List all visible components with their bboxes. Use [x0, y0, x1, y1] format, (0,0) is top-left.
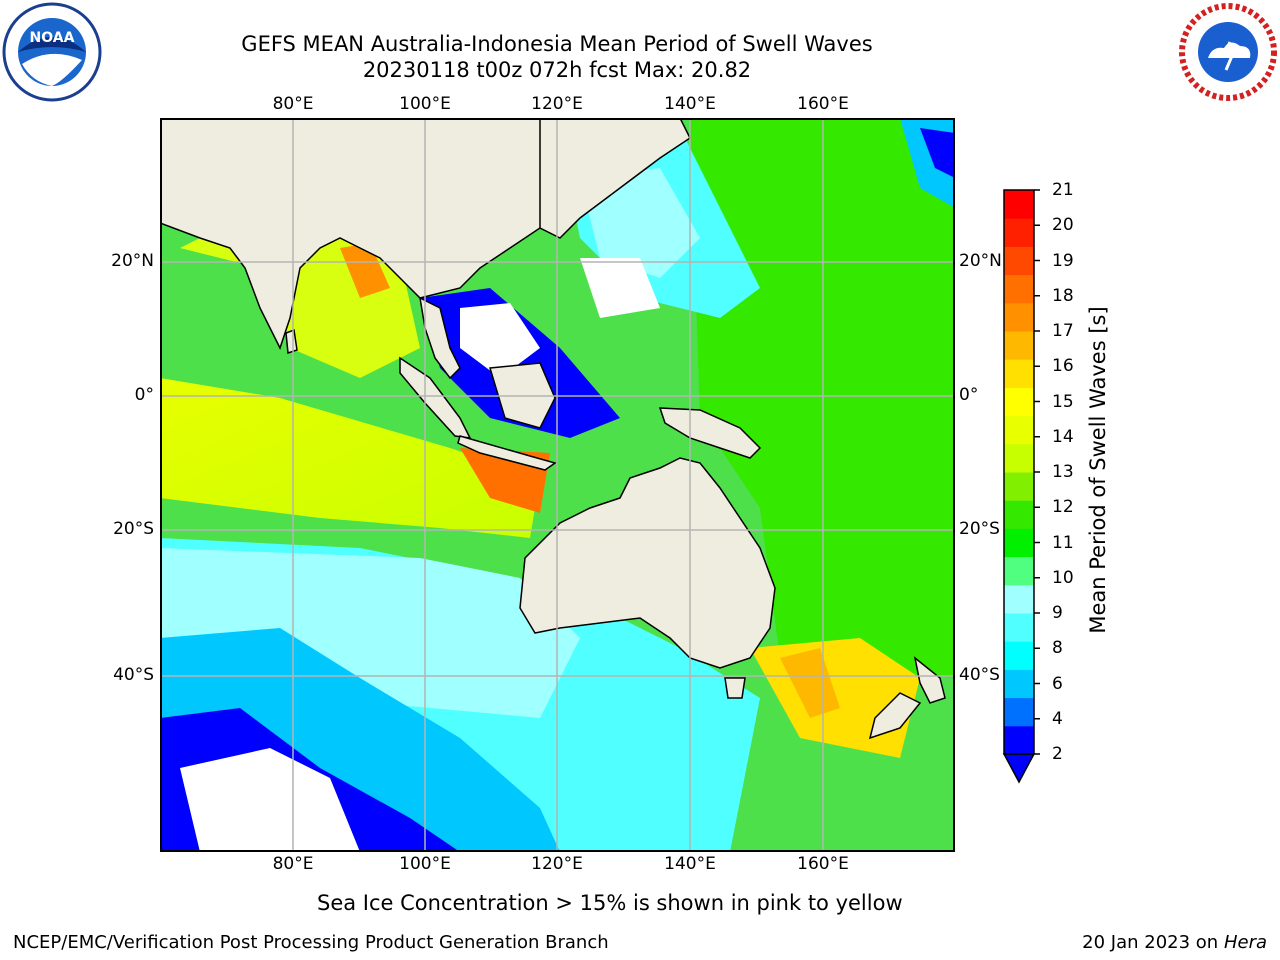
lat-label-left-0: 0°	[134, 385, 154, 405]
lon-label-top-160e: 160°E	[797, 94, 849, 114]
lat-label-right-40s: 40°S	[959, 665, 1000, 685]
colorbar-tick-label: 19	[1052, 250, 1074, 271]
new-zealand-north	[913, 656, 946, 704]
colorbar-tick-label: 11	[1052, 532, 1074, 553]
colorbar-tick-label: 14	[1052, 426, 1074, 447]
chart-title: GEFS MEAN Australia-Indonesia Mean Perio…	[241, 32, 873, 56]
colorbar-tick-label: 18	[1052, 285, 1074, 306]
colorbar-tick-label: 12	[1052, 497, 1074, 518]
colorbar-segment	[1004, 415, 1034, 445]
tasmania-island	[724, 677, 746, 699]
lat-label-left-20n: 20°N	[111, 251, 154, 271]
southeast-asia-peninsula	[419, 296, 461, 380]
colorbar-segment	[1004, 331, 1034, 360]
map-frame	[160, 118, 955, 852]
lon-label-bottom-80e: 80°E	[272, 854, 314, 874]
colorbar-segment	[1004, 556, 1034, 586]
indonesian-seas-white	[460, 303, 540, 378]
lon-label-top-100e: 100°E	[399, 94, 451, 114]
sea-ice-note: Sea Ice Concentration > 15% is shown in …	[317, 891, 903, 915]
footer-date-text: 20 Jan 2023 on	[1082, 932, 1224, 953]
colorbar-segment	[1004, 359, 1034, 388]
colorbar-tick-label: 15	[1052, 391, 1074, 412]
sri-lanka	[285, 328, 298, 355]
lon-label-bottom-160e: 160°E	[797, 854, 849, 874]
lon-label-top-80e: 80°E	[272, 94, 314, 114]
philippine-sea-white	[580, 258, 660, 318]
colorbar-segment	[1004, 274, 1034, 304]
gridlines	[160, 118, 955, 852]
tasman-sea-orange	[780, 648, 840, 718]
chart-subtitle: 20230118 t00z 072h fcst Max: 20.82	[362, 58, 752, 82]
colorbar-segment	[1004, 472, 1034, 501]
nws-logo-icon	[1178, 2, 1278, 102]
colorbar-tick-label: 21	[1052, 180, 1074, 200]
new-zealand-south	[868, 692, 922, 740]
australia-landmass	[519, 457, 776, 669]
colorbar-tick-label: 10	[1052, 567, 1074, 588]
colorbar-tick-label: 13	[1052, 462, 1074, 482]
lon-label-top-140e: 140°E	[664, 94, 716, 114]
colorbar-segment	[1004, 190, 1034, 219]
colorbar-tick-label: 9	[1052, 603, 1063, 623]
lat-label-right-20n: 20°N	[959, 251, 1002, 271]
colorbar	[1002, 189, 1040, 784]
footer-date: 20 Jan 2023 on Hera	[1082, 932, 1267, 953]
footer-machine: Hera	[1223, 932, 1267, 953]
colorbar-tick-label: 16	[1052, 356, 1074, 377]
colorbar-segment	[1004, 443, 1034, 473]
colorbar-label: Mean Period of Swell Waves [s]	[1086, 306, 1110, 634]
lat-label-left-20s: 20°S	[113, 519, 154, 539]
colorbar-tick-label: 2	[1052, 744, 1063, 764]
colorbar-tick-label: 20	[1052, 215, 1074, 236]
colorbar-segment	[1004, 528, 1034, 558]
lat-label-left-40s: 40°S	[113, 665, 154, 685]
north-pacific-blue	[920, 128, 955, 178]
lat-label-right-0: 0°	[959, 385, 979, 405]
china-coast	[539, 118, 691, 239]
colorbar-segment	[1004, 613, 1034, 642]
colorbar-segment	[1004, 584, 1034, 614]
lon-label-top-120e: 120°E	[531, 94, 583, 114]
svg-text:NOAA: NOAA	[30, 30, 75, 46]
swell-period-map	[160, 118, 955, 852]
colorbar-segment	[1004, 218, 1034, 247]
noaa-logo-icon: NOAA	[2, 2, 102, 102]
lon-label-bottom-100e: 100°E	[399, 854, 451, 874]
colorbar-tick-label: 6	[1052, 673, 1063, 694]
antarctic-ice-white	[180, 748, 360, 852]
bay-of-bengal-orange	[340, 243, 390, 298]
lat-label-right-20s: 20°S	[959, 519, 1000, 539]
lon-label-bottom-140e: 140°E	[664, 854, 716, 874]
colorbar-segment	[1004, 697, 1034, 727]
colorbar-tick-label: 8	[1052, 638, 1063, 659]
colorbar-segment	[1004, 246, 1034, 276]
colorbar-segment	[1004, 500, 1034, 529]
colorbar-segment	[1004, 387, 1034, 417]
asia-landmass	[160, 118, 561, 350]
colorbar-segment	[1004, 302, 1034, 332]
footer-org: NCEP/EMC/Verification Post Processing Pr…	[13, 932, 609, 953]
indian-ocean-yellow-band	[160, 378, 540, 538]
colorbar-segment	[1004, 669, 1034, 699]
lon-label-bottom-120e: 120°E	[531, 854, 583, 874]
colorbar-segment	[1004, 641, 1034, 670]
java-island	[457, 435, 557, 471]
new-guinea-island	[658, 407, 762, 459]
colorbar-segment	[1004, 725, 1034, 755]
colorbar-tick-label: 4	[1052, 708, 1063, 729]
colorbar-tick-label: 17	[1052, 321, 1074, 341]
colorbar-extend-arrow	[1002, 753, 1036, 784]
